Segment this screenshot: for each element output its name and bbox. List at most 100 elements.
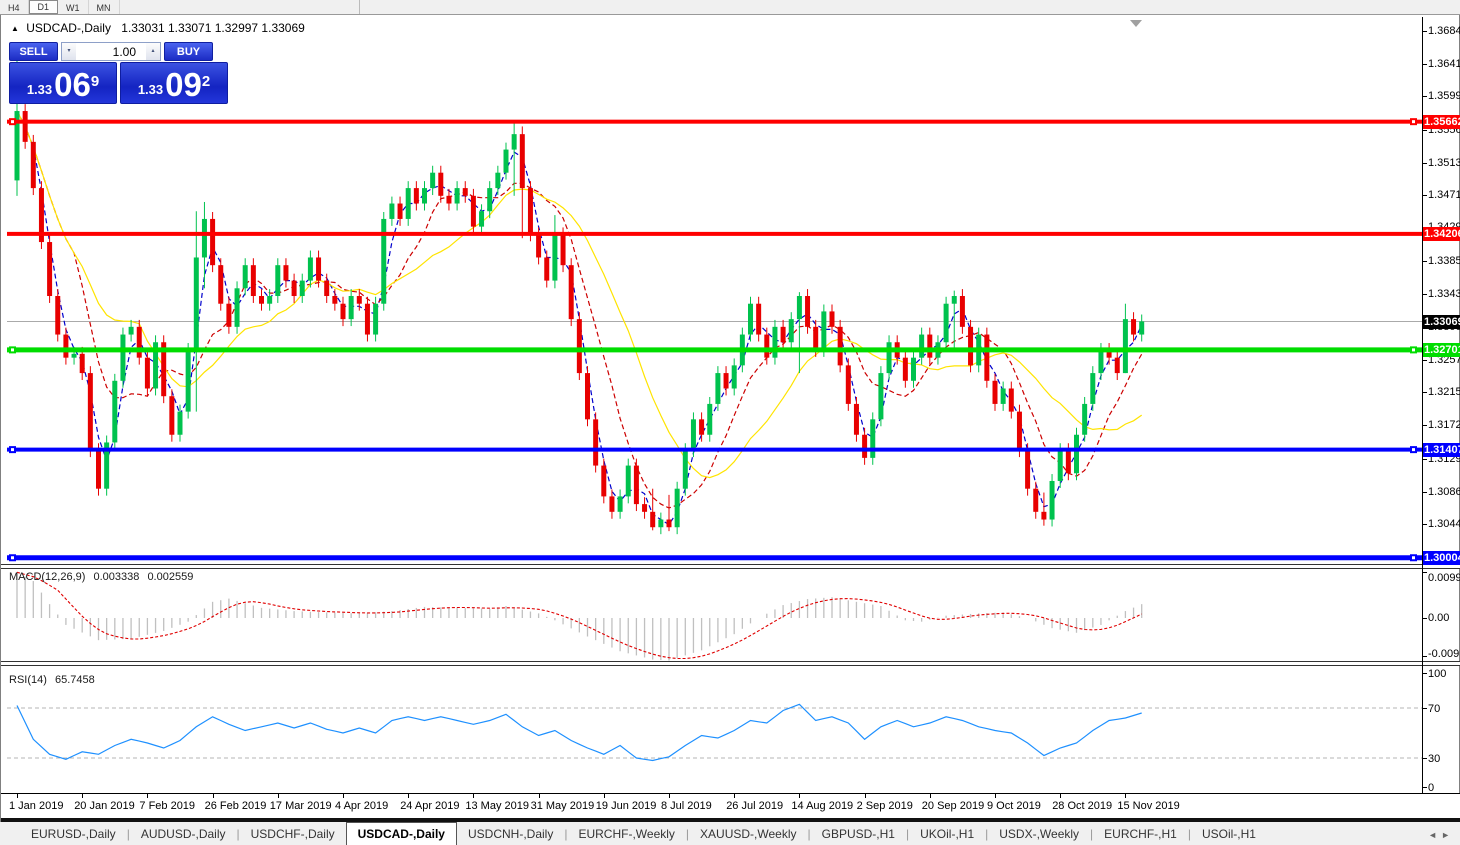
chart-tab-bar: EURUSD-,Daily | AUDUSD-,Daily | USDCHF-,Dail… [0, 822, 1460, 845]
sell-price[interactable]: 1.33 06 9 [9, 62, 117, 104]
current-price-badge: 1.33069 [1423, 314, 1460, 329]
date-tick-label: 9 Oct 2019 [987, 800, 1041, 812]
date-tick [864, 794, 866, 798]
chart-ohlc-values: 1.33031 1.33071 1.32997 1.33069 [121, 21, 305, 35]
chart-tab-eurchf-h1[interactable]: EURCHF-,H1 [1104, 827, 1177, 841]
main-chart-canvas[interactable] [7, 17, 1422, 565]
tab-scroll-arrows[interactable]: ◄► [1428, 830, 1454, 840]
rsi-chart-canvas[interactable] [7, 667, 1422, 794]
macd-tick [1422, 618, 1427, 619]
last-bar-marker-icon [1130, 20, 1142, 27]
panel-splitter[interactable] [1, 564, 1460, 569]
chart-tab-ukoil-h1[interactable]: UKOil-,H1 [920, 827, 975, 841]
date-tick-label: 1 Jan 2019 [9, 800, 64, 812]
rsi-tick [1422, 708, 1427, 709]
tab-separator: | [807, 827, 811, 841]
date-tick [1060, 794, 1062, 798]
date-tick [669, 794, 670, 798]
price-tick [1422, 30, 1427, 32]
price-tick-label: 1.33430 [1428, 287, 1460, 300]
hline-price-badge[interactable]: 1.34206 [1423, 226, 1460, 241]
timeframe-h4[interactable]: H4 [0, 0, 29, 14]
volume-input[interactable] [76, 43, 146, 60]
macd-indicator-label: MACD(12,26,9) 0.003338 0.002559 [9, 571, 194, 583]
price-tick [1422, 359, 1427, 361]
chart-tab-usdcnh-daily[interactable]: USDCNH-,Daily [467, 827, 554, 841]
price-tick [1422, 524, 1427, 526]
timeframe-d1[interactable]: D1 [28, 0, 59, 14]
chart-tab-audusd-daily[interactable]: AUDUSD-,Daily [140, 827, 226, 841]
chart-title: ▲ USDCAD-,Daily 1.33031 1.33071 1.32997 … [11, 21, 305, 35]
buy-price-prefix: 1.33 [137, 82, 164, 97]
price-tick-label: 1.31720 [1428, 419, 1460, 432]
volume-stepper: ▾ ▴ [61, 42, 161, 61]
chart-symbol-label: USDCAD-,Daily [26, 21, 111, 35]
volume-decrease-button[interactable]: ▾ [62, 43, 76, 60]
date-tick [147, 794, 149, 798]
chart-tab-usdchf-daily[interactable]: USDCHF-,Daily [250, 827, 335, 841]
hline-price-badge[interactable]: 1.35662 [1423, 114, 1460, 129]
chart-tab-usoil-h1[interactable]: USOil-,H1 [1201, 827, 1256, 841]
rsi-tick [1422, 758, 1427, 759]
chart-tab-xauusd-weekly[interactable]: XAUUSD-,Weekly [700, 827, 797, 841]
timeframe-w1[interactable]: W1 [58, 0, 89, 14]
tab-separator: | [905, 827, 910, 841]
tab-separator: | [564, 827, 568, 841]
rsi-indicator-label: RSI(14) 65.7458 [9, 674, 95, 686]
volume-increase-button[interactable]: ▴ [146, 43, 160, 60]
chart-tab-eurchf-weekly[interactable]: EURCHF-,Weekly [578, 827, 675, 841]
buy-button[interactable]: BUY [164, 42, 213, 61]
price-tick-label: 1.33850 [1428, 255, 1460, 268]
chart-tab-usdx-weekly[interactable]: USDX-,Weekly [999, 827, 1080, 841]
macd-chart-canvas[interactable] [7, 570, 1422, 662]
price-tick-label: 1.30860 [1428, 485, 1460, 498]
buy-price[interactable]: 1.33 09 2 [120, 62, 228, 104]
rsi-tick-label: 0 [1428, 782, 1435, 794]
price-tick [1422, 425, 1427, 427]
one-click-trading-panel: SELL ▾ ▴ BUY 1.33 06 9 1.33 09 2 [9, 42, 228, 104]
date-tick [929, 794, 931, 798]
price-axis-border [1422, 17, 1423, 793]
date-tick-label: 17 Mar 2019 [269, 800, 332, 812]
price-tick [1422, 392, 1427, 394]
macd-tick [1422, 656, 1427, 657]
price-tick [1422, 293, 1427, 295]
chart-tab-gbpusd-h1[interactable]: GBPUSD-,H1 [821, 827, 895, 841]
price-tick-label: 1.35990 [1428, 90, 1460, 103]
trade-panel-collapse-icon[interactable]: ▲ [11, 24, 19, 33]
sell-price-pip: 9 [90, 73, 100, 90]
timeframe-mn[interactable]: MN [89, 0, 120, 14]
date-tick-label: 8 Jul 2019 [661, 800, 712, 812]
price-tick-label: 1.36410 [1428, 58, 1460, 70]
hline-price-badge[interactable]: 1.31407 [1423, 442, 1460, 457]
sell-button[interactable]: SELL [9, 42, 58, 61]
rsi-tick-label: 100 [1428, 668, 1447, 680]
date-tick [212, 794, 214, 798]
tab-scroll-left-icon: ◄ [1428, 830, 1442, 840]
hline-price-badge[interactable]: 1.30004 [1423, 550, 1460, 565]
date-tick [799, 794, 801, 798]
date-tick-label: 26 Jul 2019 [726, 800, 784, 812]
tab-separator: | [1187, 827, 1191, 841]
date-tick [1125, 794, 1127, 798]
price-tick [1422, 162, 1427, 164]
toolbar-spacer [120, 0, 360, 14]
rsi-tick [1422, 673, 1427, 674]
chart-tab-eurusd-daily[interactable]: EURUSD-,Daily [31, 827, 116, 841]
price-tick-label: 1.32570 [1428, 353, 1460, 366]
date-tick [82, 794, 84, 798]
tab-separator: | [126, 827, 130, 841]
sell-price-main: 06 [54, 66, 91, 103]
date-tick-label: 13 May 2019 [465, 800, 529, 812]
hline-price-badge[interactable]: 1.32701 [1423, 342, 1460, 357]
date-tick-label: 19 Jun 2019 [595, 800, 657, 812]
macd-tick-label: 0.00 [1428, 612, 1450, 624]
date-tick [995, 794, 996, 798]
chart-tab-usdcad-daily[interactable]: USDCAD-,Daily [345, 822, 457, 845]
panel-splitter[interactable] [1, 661, 1460, 666]
buy-price-pip: 2 [201, 73, 211, 90]
rsi-tick-label: 70 [1428, 703, 1441, 715]
date-axis[interactable]: 1 Jan 2019 20 Jan 2019 7 Feb 2019 26 Feb 20… [1, 793, 1460, 818]
date-tick [603, 794, 605, 798]
chart-window: ▲ USDCAD-,Daily 1.33031 1.33071 1.32997 … [0, 15, 1460, 822]
